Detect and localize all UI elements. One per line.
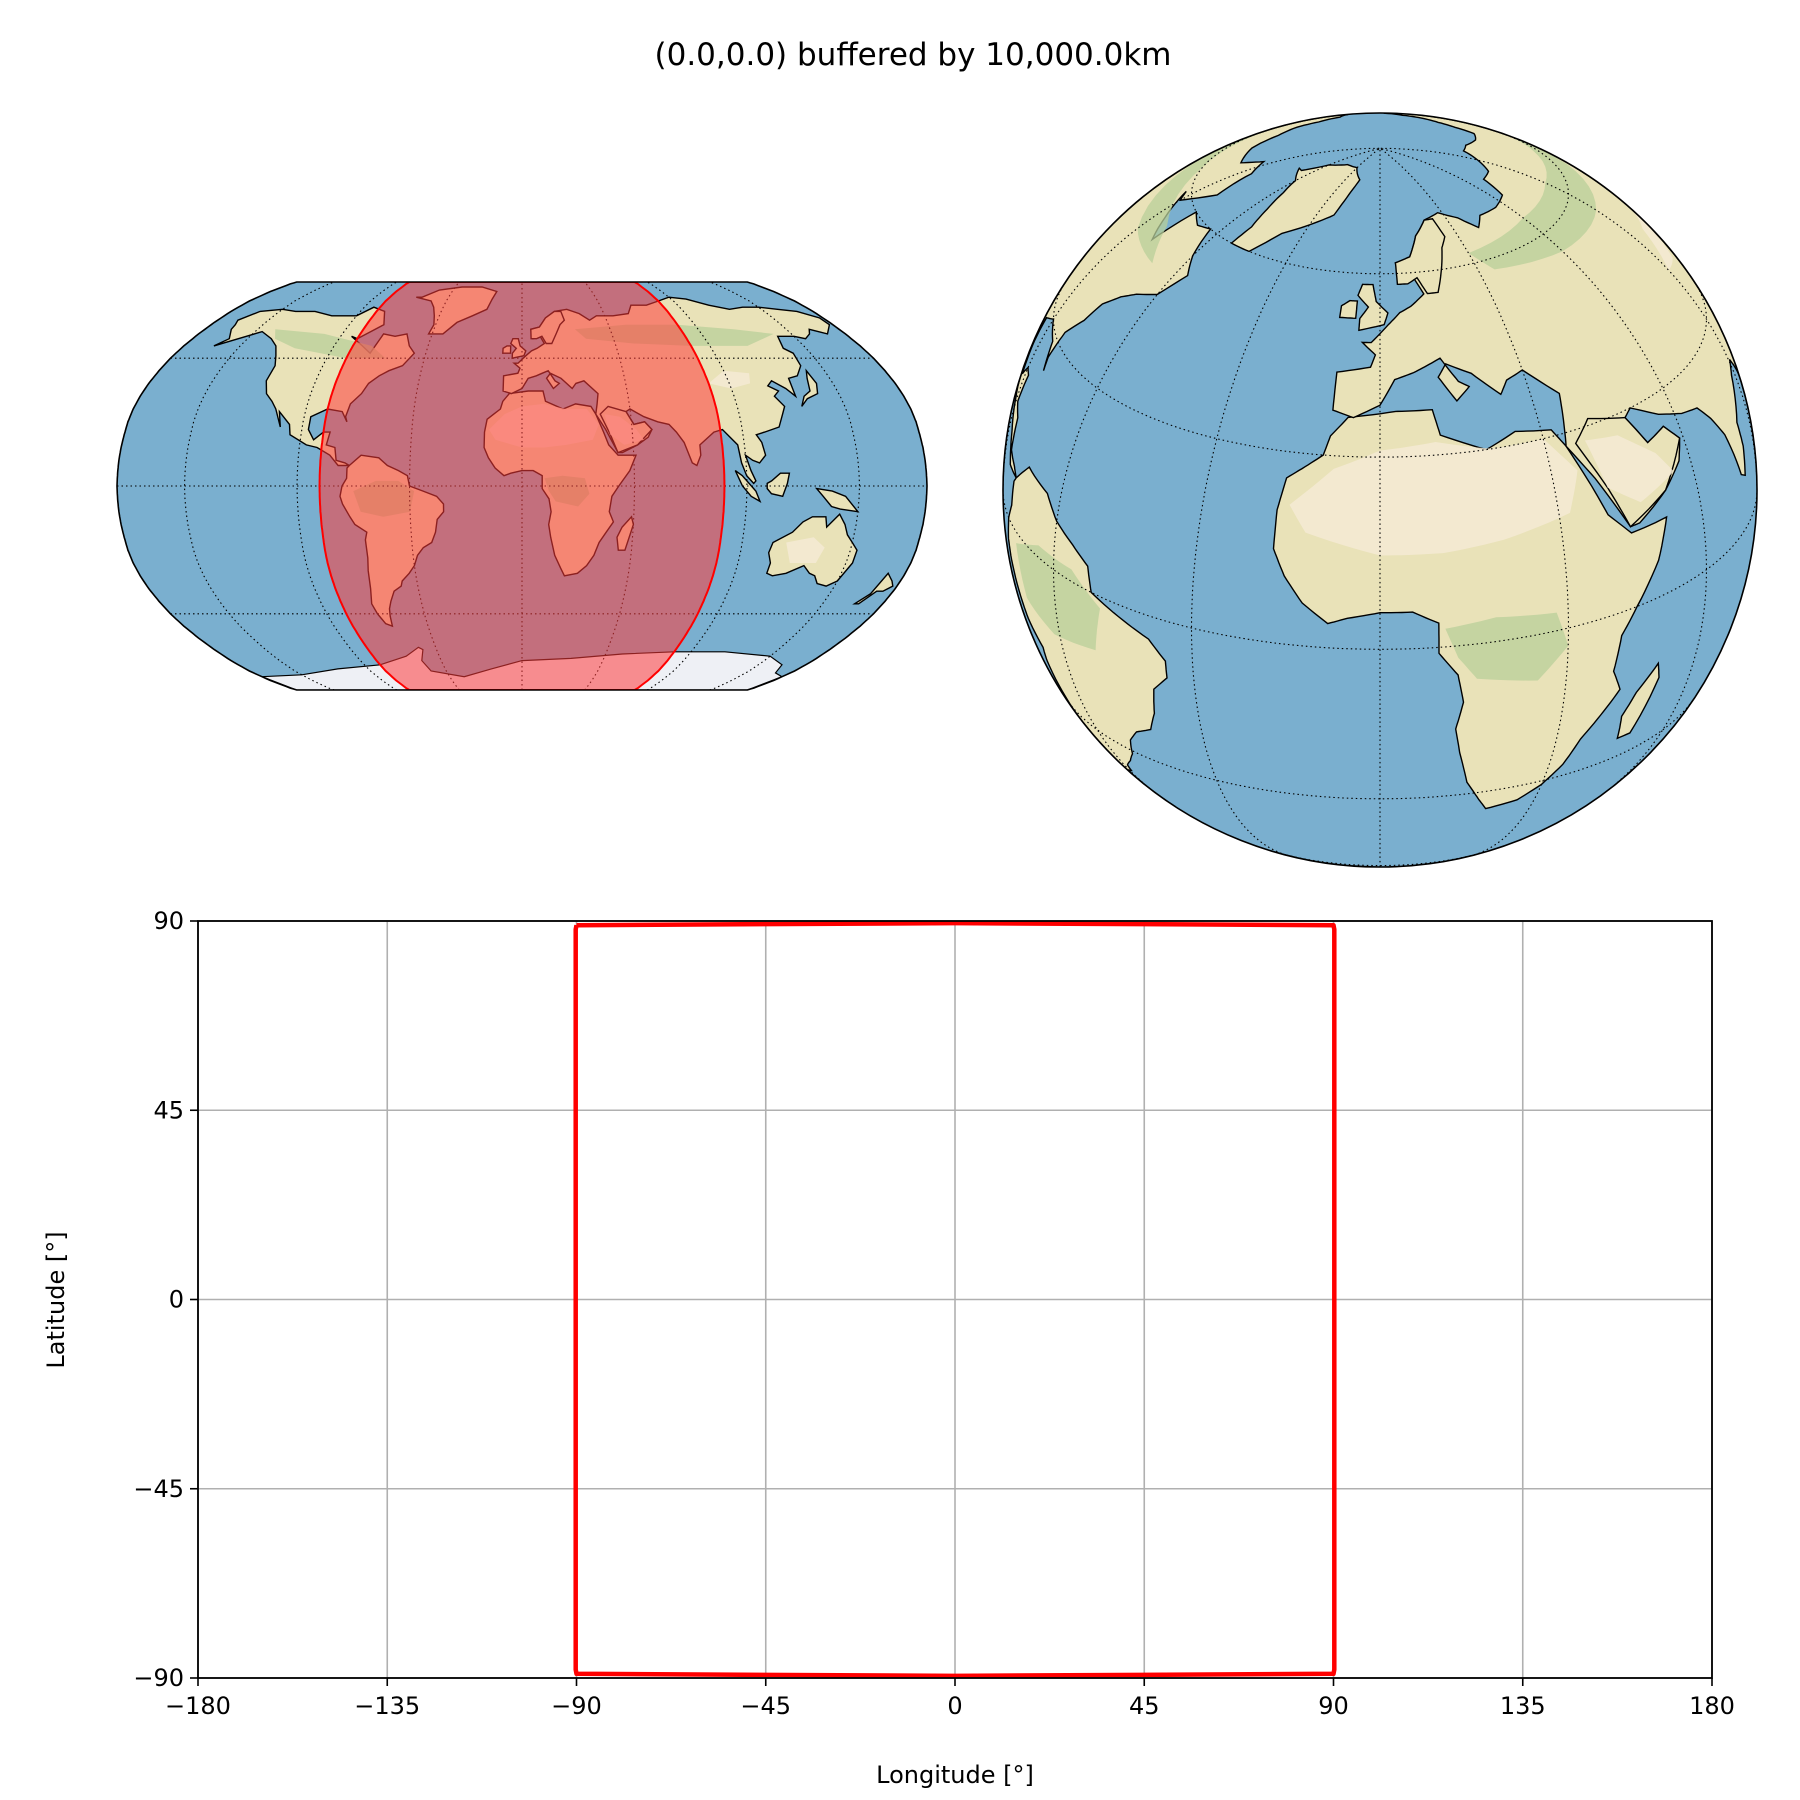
- y-axis-label: Latitude [°]: [42, 1231, 70, 1368]
- x-tick-label: −45: [740, 1692, 791, 1720]
- robinson-meridian: [184, 282, 335, 690]
- globe-parallel: [1190, 130, 1570, 275]
- x-tick-label: 135: [1500, 1692, 1546, 1720]
- globe-meridian: [1052, 147, 1381, 792]
- x-tick-label: 180: [1689, 1692, 1735, 1720]
- globe-land-madagascar: [1616, 661, 1660, 740]
- robinson-land-japan: [801, 368, 819, 407]
- globe-vegetation-canada: [1137, 131, 1267, 264]
- x-axis-label: Longitude [°]: [876, 1761, 1034, 1789]
- x-tick-label: −180: [165, 1692, 231, 1720]
- robinson-meridian: [646, 282, 748, 690]
- x-tick-label: −135: [354, 1692, 420, 1720]
- robinson-meridian: [709, 282, 860, 690]
- globe-land-ireland: [1338, 299, 1359, 320]
- x-tick-label: 90: [1318, 1692, 1349, 1720]
- robinson-land-northAmerica: [213, 306, 416, 467]
- globe-land-scandinavia: [1394, 217, 1446, 295]
- buffer-polygon: [318, 282, 726, 690]
- plot-ticks: −180 −135 −90 −45 0 45 90 135 180 −90 −45 0 45 90: [133, 907, 1735, 1720]
- orthographic-globe: [1002, 112, 1758, 868]
- x-tick-label: −90: [551, 1692, 602, 1720]
- globe-desert-arabianDesert: [1584, 435, 1674, 503]
- y-tick-label: −90: [133, 1664, 184, 1692]
- globe-vegetation-amazon: [1016, 543, 1100, 651]
- globe-desert-gobi: [1631, 209, 1673, 271]
- globe-land-greenland: [1230, 163, 1361, 253]
- robinson-map: [116, 281, 928, 691]
- figure-title: (0.0,0.0) buffered by 10,000.0km: [655, 37, 1172, 73]
- y-tick-label: 0: [169, 1286, 184, 1314]
- globe-land-uk: [1357, 283, 1389, 332]
- globe-vegetation-congo: [1445, 612, 1569, 681]
- x-tick-label: 0: [947, 1692, 962, 1720]
- robinson-outline: [116, 281, 928, 691]
- robinson-land-newGuinea: [814, 487, 860, 513]
- y-tick-label: 90: [153, 907, 184, 935]
- globe-parallel: [1003, 489, 1757, 650]
- y-tick-label: 45: [153, 1096, 184, 1124]
- y-tick-label: −45: [133, 1475, 184, 1503]
- globe-parallel: [1052, 285, 1708, 458]
- robinson-meridian: [296, 282, 398, 690]
- robinson-land-borneo: [766, 472, 791, 498]
- globe-outline: [1002, 112, 1758, 868]
- globe-desert-sahara: [1289, 438, 1578, 556]
- x-tick-label: 45: [1129, 1692, 1160, 1720]
- globe-vegetation-taiga: [1468, 133, 1597, 270]
- globe-meridian: [1379, 147, 1708, 792]
- robinson-land-newZealand: [852, 572, 894, 605]
- robinson-desert-outback: [786, 537, 825, 563]
- lonlat-plot: −180 −135 −90 −45 0 45 90 135 180 −90 −45 0 45 90 Lon…: [42, 907, 1735, 1789]
- globe-landmasses: [1007, 113, 1756, 810]
- robinson-desert-gobi: [708, 370, 751, 389]
- buffer-outline-line: [573, 920, 1337, 1679]
